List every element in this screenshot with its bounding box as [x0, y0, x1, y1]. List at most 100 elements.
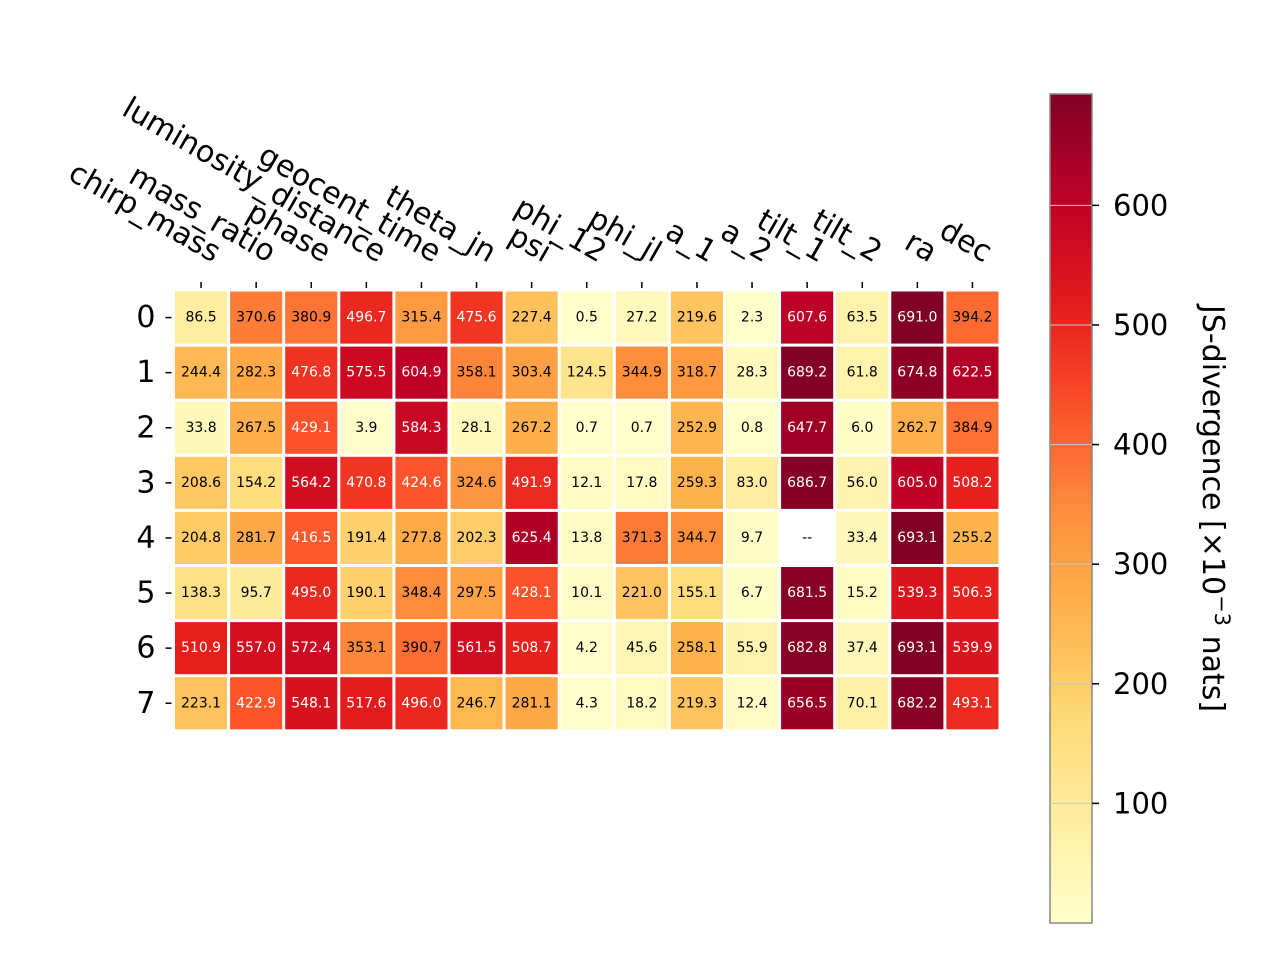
cell-value-label: 219.3 [677, 695, 717, 711]
colorbar-tick-label: 600 [1113, 188, 1168, 222]
heatmap-cell [836, 677, 889, 730]
heatmap-cell [505, 346, 558, 399]
cell-value-label: 475.6 [457, 310, 497, 326]
heatmap-cell [230, 677, 283, 730]
heatmap-cell [175, 622, 228, 675]
cell-value-label: 0.8 [741, 420, 763, 436]
colorbar-tick-label: 500 [1113, 308, 1168, 342]
colorbar-label-exponent: −3 [1210, 595, 1234, 626]
heatmap-cell [726, 622, 779, 675]
x-axis: chirp_massmass_ratiophaseluminosity_dist… [63, 91, 998, 288]
cell-value-label: 227.4 [512, 310, 552, 326]
heatmap-cell [670, 401, 723, 454]
heatmap-cell [726, 677, 779, 730]
cell-value-label: 191.4 [346, 530, 386, 546]
cell-value-label: 219.6 [677, 310, 717, 326]
heatmap-cell [505, 456, 558, 509]
cell-value-label: 557.0 [236, 640, 276, 656]
heatmap-cell [450, 511, 503, 564]
cell-value-label: 15.2 [847, 585, 878, 601]
heatmap-cell [230, 567, 283, 620]
cell-value-label: 429.1 [291, 420, 331, 436]
heatmap-cell [836, 622, 889, 675]
y-tick-label: 1 [136, 355, 155, 390]
cell-value-label: 297.5 [457, 585, 497, 601]
cell-value-label: 416.5 [291, 530, 331, 546]
cell-value-label: 37.4 [847, 640, 878, 656]
colorbar-tick-label: 400 [1113, 428, 1168, 462]
cell-value-label: 647.7 [787, 420, 827, 436]
cell-value-label: 622.5 [952, 365, 992, 381]
colorbar-tick-label: 100 [1113, 786, 1168, 820]
cell-value-label: 61.8 [847, 365, 878, 381]
cell-value-label: 539.9 [952, 640, 992, 656]
heatmap-cell [836, 401, 889, 454]
heatmap-cell [560, 456, 613, 509]
cell-value-label: 277.8 [401, 530, 441, 546]
cell-value-label: 572.4 [291, 640, 331, 656]
heatmap-cell [781, 291, 834, 344]
cell-value-label: 0.7 [631, 420, 653, 436]
cell-value-label: 12.1 [571, 475, 602, 491]
cell-value-label: 255.2 [952, 530, 992, 546]
heatmap-cell [781, 567, 834, 620]
cell-value-label: 691.0 [897, 310, 937, 326]
heatmap-cell [450, 401, 503, 454]
cell-value-label: 656.5 [787, 695, 827, 711]
heatmap-cell [891, 456, 944, 509]
heatmap-cell [891, 567, 944, 620]
cell-value-label: 4.2 [576, 640, 598, 656]
heatmap-cell [395, 622, 448, 675]
heatmap-cell [781, 622, 834, 675]
cell-value-label: 517.6 [346, 695, 386, 711]
heatmap-cell [726, 291, 779, 344]
heatmap-cell [615, 622, 668, 675]
cell-value-label: 246.7 [457, 695, 497, 711]
cell-value-label: 428.1 [512, 585, 552, 601]
heatmap-cell [230, 291, 283, 344]
cell-value-label: 9.7 [741, 530, 763, 546]
heatmap-cell [505, 291, 558, 344]
cell-value-label: 6.0 [851, 420, 873, 436]
heatmap-cell [340, 567, 393, 620]
x-tick-label: ra [899, 224, 943, 270]
heatmap-cell [670, 567, 723, 620]
heatmap-cell-labels: 86.5 370.6 380.9 496.7 315.4 475.6 227.4 0.5 27.… [181, 310, 992, 712]
colorbar-label-suffix: nats] [1195, 626, 1230, 712]
heatmap-cell [175, 677, 228, 730]
heatmap-cell [670, 677, 723, 730]
cell-value-label: 358.1 [457, 365, 497, 381]
heatmap-cell [836, 456, 889, 509]
cell-value-label: 344.7 [677, 530, 717, 546]
heatmap-cell [560, 622, 613, 675]
heatmap-cell [450, 677, 503, 730]
cell-value-label: 13.8 [571, 530, 602, 546]
heatmap-cell [230, 456, 283, 509]
cell-value-label: 0.7 [576, 420, 598, 436]
heatmap-cell [946, 346, 999, 399]
heatmap-cell [560, 567, 613, 620]
cell-value-label: 689.2 [787, 365, 827, 381]
y-tick-label: 3 [136, 465, 155, 500]
heatmap-cell [340, 511, 393, 564]
colorbar-gridlines [1050, 204, 1092, 804]
cell-value-label: 607.6 [787, 310, 827, 326]
heatmap-cell [340, 677, 393, 730]
heatmap-cell [670, 291, 723, 344]
cell-value-label: 56.0 [847, 475, 878, 491]
heatmap-cell [505, 401, 558, 454]
cell-value-label: 370.6 [236, 310, 276, 326]
cell-value-label: 83.0 [736, 475, 767, 491]
colorbar: 100 200 300 400 500 600 JS-divergence [×10−3 … [1049, 93, 1234, 924]
cell-value-label: 384.9 [952, 420, 992, 436]
cell-value-label: 476.8 [291, 365, 331, 381]
cell-value-label: 371.3 [622, 530, 662, 546]
cell-value-label: 27.2 [626, 310, 657, 326]
cell-value-label: 422.9 [236, 695, 276, 711]
cell-value-label: 221.0 [622, 585, 662, 601]
colorbar-label: JS-divergence [×10−3 nats] [1195, 303, 1234, 712]
heatmap-cell [891, 346, 944, 399]
cell-value-label: 0.5 [576, 310, 598, 326]
heatmap-cell [946, 401, 999, 454]
colorbar-gradient [1049, 93, 1093, 924]
